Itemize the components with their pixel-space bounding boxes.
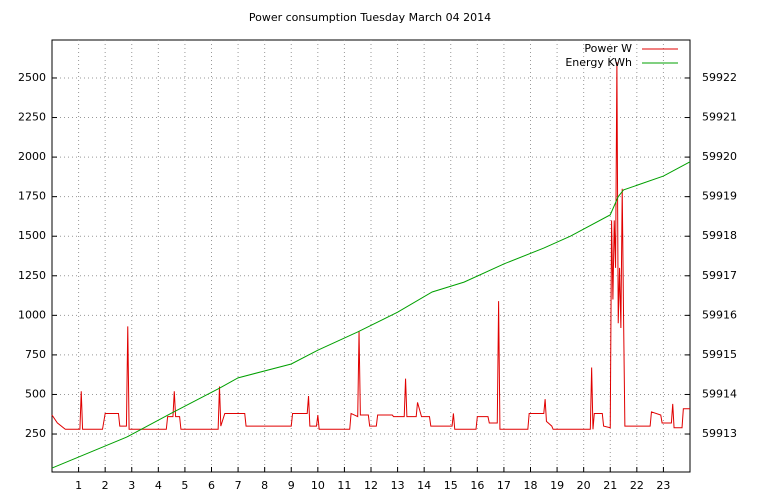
x-tick-label: 13 <box>391 479 405 492</box>
y-tick-label: 250 <box>25 427 46 440</box>
x-tick-label: 3 <box>128 479 135 492</box>
y-tick-label: 1750 <box>18 190 46 203</box>
x-tick-label: 18 <box>524 479 538 492</box>
legend-label: Power W <box>584 42 632 55</box>
x-tick-label: 22 <box>630 479 644 492</box>
y-tick-label: 500 <box>25 387 46 400</box>
y2-tick-label: 59919 <box>702 190 737 203</box>
x-tick-label: 5 <box>181 479 188 492</box>
y2-tick-label: 59916 <box>702 308 737 321</box>
x-tick-label: 1 <box>75 479 82 492</box>
y2-tick-label: 59921 <box>702 111 737 124</box>
y-tick-label: 2500 <box>18 71 46 84</box>
x-tick-label: 2 <box>102 479 109 492</box>
y2-tick-label: 59914 <box>702 387 737 400</box>
y-tick-label: 2250 <box>18 111 46 124</box>
y-tick-label: 750 <box>25 348 46 361</box>
x-tick-label: 9 <box>288 479 295 492</box>
x-tick-label: 20 <box>577 479 591 492</box>
x-tick-label: 11 <box>337 479 351 492</box>
x-tick-label: 21 <box>603 479 617 492</box>
series-line <box>51 62 690 430</box>
x-tick-label: 23 <box>656 479 670 492</box>
x-tick-label: 17 <box>497 479 511 492</box>
x-tick-label: 4 <box>155 479 162 492</box>
y2-tick-label: 59920 <box>702 150 737 163</box>
x-tick-label: 6 <box>208 479 215 492</box>
x-tick-label: 15 <box>444 479 458 492</box>
y2-tick-label: 59915 <box>702 348 737 361</box>
y2-tick-label: 59917 <box>702 269 737 282</box>
y2-tick-label: 59922 <box>702 71 737 84</box>
x-tick-label: 10 <box>311 479 325 492</box>
series-line <box>51 161 691 469</box>
y-tick-label: 1500 <box>18 229 46 242</box>
y-tick-label: 1250 <box>18 269 46 282</box>
x-tick-label: 7 <box>235 479 242 492</box>
y2-tick-label: 59918 <box>702 229 737 242</box>
x-tick-label: 19 <box>550 479 564 492</box>
y-tick-label: 2000 <box>18 150 46 163</box>
x-tick-label: 14 <box>417 479 431 492</box>
y2-tick-label: 59913 <box>702 427 737 440</box>
x-tick-label: 16 <box>470 479 484 492</box>
y-tick-label: 1000 <box>18 308 46 321</box>
x-tick-label: 12 <box>364 479 378 492</box>
x-tick-label: 8 <box>261 479 268 492</box>
legend-label: Energy KWh <box>565 56 632 69</box>
chart-title: Power consumption Tuesday March 04 2014 <box>249 11 491 24</box>
